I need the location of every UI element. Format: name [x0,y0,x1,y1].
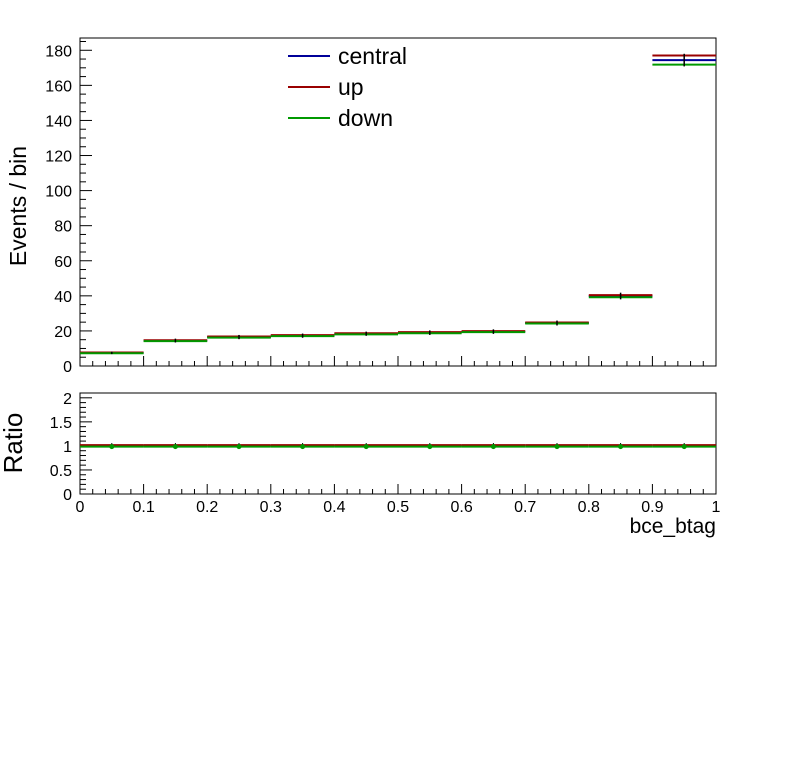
legend-label-central: central [338,43,407,69]
x-tick-label: 0.7 [514,499,536,516]
ratio-point [300,444,306,450]
ratio-y-axis-label: Ratio [0,413,28,474]
ratio-point [554,444,560,450]
ratio-point [236,444,242,450]
x-tick-label: 0.5 [387,499,409,516]
x-tick-label: 0.9 [641,499,663,516]
x-tick-label: 1 [712,499,721,516]
y-tick-label: 100 [45,184,72,201]
y-tick-label: 120 [45,149,72,166]
x-tick-label: 0.4 [323,499,345,516]
ratio-point [618,444,624,450]
ratio-point [427,444,433,450]
main-x-axis-ticks [79,356,717,366]
ratio-y-tick-label: 2 [63,391,72,408]
x-tick-label: 0.1 [132,499,154,516]
ratio-point [172,444,178,450]
main-panel: 0 20 40 60 80 100 120 140 160 180 Events / bin ce… [5,37,717,376]
main-y-axis: 0 20 40 60 80 100 120 140 160 180 [45,41,92,376]
ratio-point [109,444,115,450]
ratio-y-axis: 0 0.5 1 1.5 2 [50,391,92,504]
x-tick-label: 0.2 [196,499,218,516]
ratio-y-tick-label: 1.5 [50,415,72,432]
ratio-panel: 00.511.52 0 0.1 0.2 0.3 0.4 0.5 0.6 0.7 0.8 0.9 1 … [0,391,721,538]
y-tick-label: 180 [45,43,72,60]
main-histogram-steps [80,53,716,355]
legend-entry-up: up [288,74,364,100]
legend-entry-down: down [288,105,393,131]
ratio-y-tick-label: 0.5 [50,463,72,480]
ratio-point [363,444,369,450]
y-tick-label: 140 [45,113,72,130]
legend-label-up: up [338,74,364,100]
ratio-y-tick-label: 1 [63,439,72,456]
ratio-y-tick-label: 0 [63,487,72,504]
y-tick-label: 160 [45,78,72,95]
legend-label-down: down [338,105,393,131]
ratio-point [681,444,687,450]
ratio-point [490,444,496,450]
x-tick-label: 0 [76,499,85,516]
y-tick-label: 20 [54,324,72,341]
legend: central up down [288,43,407,131]
x-tick-label: 0.3 [260,499,282,516]
y-tick-label: 80 [54,219,72,236]
central-error-bars [111,53,685,355]
x-tick-label: 0.6 [450,499,472,516]
y-tick-label: 0 [63,359,72,376]
y-tick-label: 40 [54,289,72,306]
main-y-axis-label: Events / bin [5,146,31,266]
legend-entry-central: central [288,43,407,69]
x-tick-label: 0.8 [578,499,600,516]
y-tick-label: 60 [54,254,72,271]
ratio-series [80,443,716,450]
ratio-x-axis: 0 0.1 0.2 0.3 0.4 0.5 0.6 0.7 0.8 0.9 1 [76,484,721,516]
x-axis-label: bce_btag [630,515,716,538]
